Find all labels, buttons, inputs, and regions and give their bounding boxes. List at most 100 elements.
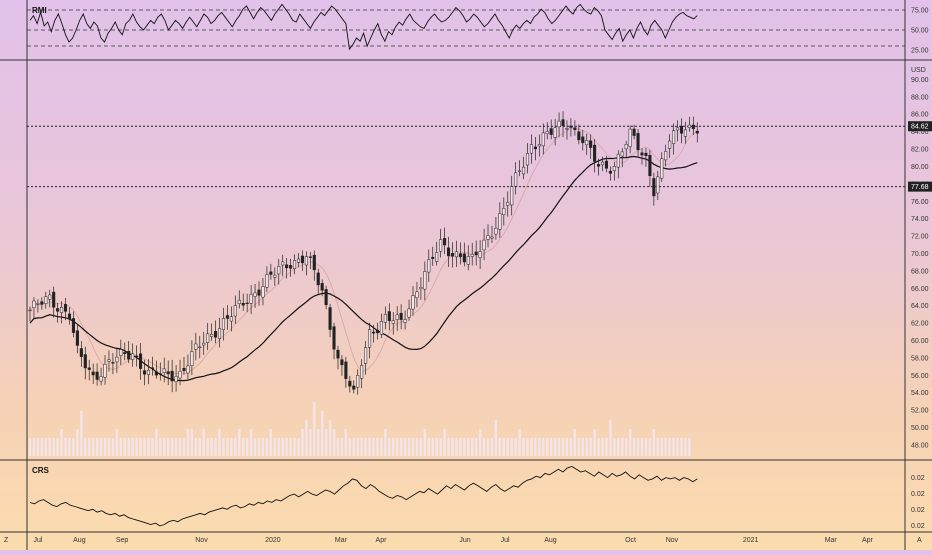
volume-bar [625, 438, 628, 456]
volume-bar [111, 438, 115, 456]
candle-body [577, 131, 581, 141]
volume-bar [218, 429, 221, 456]
price-tick-label: 54.00 [911, 390, 929, 397]
volume-bar [415, 438, 419, 456]
candle-body [257, 289, 261, 296]
time-tick-label: Apr [862, 537, 874, 544]
candle-body [304, 256, 308, 266]
candle-body [162, 368, 166, 373]
candle-body [569, 125, 573, 128]
volume-bar [474, 438, 478, 456]
price-tick-label: 72.00 [911, 234, 929, 241]
candle-body [656, 176, 660, 194]
volume-bar [672, 438, 675, 456]
candle-body [186, 365, 190, 374]
candle-body [581, 136, 585, 144]
candle-body [202, 342, 206, 346]
volume-bar [155, 429, 158, 456]
candle-body [44, 296, 48, 304]
volume-bar [356, 438, 359, 456]
volume-bar [605, 438, 608, 456]
candle-body [320, 283, 324, 291]
volume-bar [163, 438, 166, 456]
price-tick-label: 90.00 [911, 77, 929, 84]
volume-bar [577, 438, 581, 456]
volume-bar [159, 438, 162, 456]
candle-body [486, 235, 490, 240]
candle-body [593, 144, 597, 162]
candle-body [391, 320, 395, 324]
candle-body [498, 213, 502, 230]
volume-bar [565, 438, 569, 456]
volume-bar [277, 438, 280, 456]
volume-bar [360, 438, 363, 456]
candle-body [265, 274, 269, 288]
candle-body [99, 376, 103, 382]
volume-bar [214, 438, 217, 456]
candle-body [379, 321, 383, 335]
candle-body [395, 314, 399, 320]
candle-body [695, 130, 699, 134]
candle-body [565, 128, 569, 130]
candle-body [95, 371, 99, 380]
price-level-tag: 77.68 [911, 184, 929, 191]
candle-body [660, 158, 664, 179]
volume-bar [178, 438, 182, 456]
candle-body [561, 119, 565, 127]
candle-body [48, 294, 52, 300]
volume-bar [32, 438, 36, 456]
candle-body [75, 330, 79, 346]
volume-bar [186, 429, 190, 456]
volume-bar [64, 438, 67, 456]
volume-bar [99, 438, 103, 456]
volume-bar [419, 438, 423, 456]
candle-body [415, 291, 419, 299]
volume-bar [597, 438, 600, 456]
candle-body [419, 287, 423, 290]
candle-body [269, 271, 273, 275]
volume-bar [91, 438, 95, 456]
candle-body [87, 367, 91, 370]
volume-bar [636, 438, 640, 456]
volume-bar [76, 429, 79, 456]
candle-body [597, 164, 601, 167]
time-axis-right-corner: A [917, 537, 922, 544]
candle-body [40, 301, 44, 305]
price-level-tag-bg [908, 181, 932, 192]
volume-bar [281, 438, 284, 456]
candle-body [150, 367, 154, 369]
price-tick-label: 62.00 [911, 321, 929, 328]
candle-body [518, 170, 522, 172]
candle-body [289, 265, 293, 269]
candle-body [210, 333, 214, 337]
volume-bar [84, 438, 87, 456]
crs-tick-label: 0.02 [911, 523, 925, 530]
volume-bar [368, 438, 371, 456]
candle-body [466, 256, 470, 265]
price-tick-label: 84.00 [911, 129, 929, 136]
candle-body [375, 329, 380, 334]
candle-body [672, 130, 676, 144]
volume-bar [506, 438, 509, 456]
price-tick-label: 66.00 [911, 286, 929, 293]
volume-bar [265, 438, 269, 456]
rmi-title: RMI [32, 6, 47, 15]
volume-bar [88, 438, 91, 456]
candle-body [174, 376, 178, 383]
candle-body [529, 144, 533, 154]
volume-bar [455, 438, 458, 456]
candle-body [616, 154, 620, 168]
volume-bar [202, 429, 205, 456]
candle-body [241, 302, 245, 306]
candle-body [182, 367, 186, 371]
volume-bar [534, 438, 537, 456]
price-level-tag: 84.62 [911, 124, 929, 131]
volume-bar [569, 438, 573, 456]
candle-body [237, 299, 241, 304]
candle-body [225, 315, 229, 319]
volume-bar [166, 438, 170, 456]
volume-bar [95, 438, 99, 456]
candle-body [139, 353, 143, 369]
candle-body [620, 151, 624, 157]
